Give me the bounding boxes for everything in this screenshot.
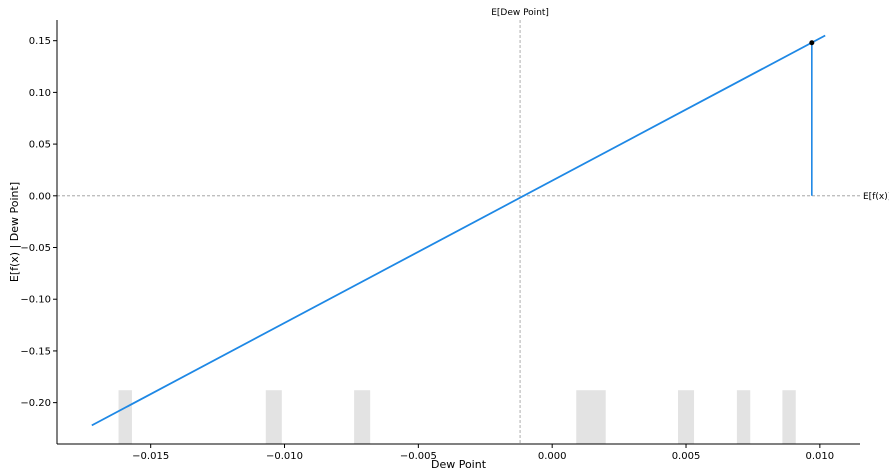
y-ticks: −0.20 −0.15 −0.10 −0.05 0.00 0.05 0.10 0.15 (20, 36, 57, 409)
y-tick-label: −0.05 (20, 243, 51, 254)
histogram-bar (782, 390, 796, 444)
histogram-bars (118, 390, 796, 444)
y-tick-label: −0.15 (20, 346, 51, 357)
expected-value-x-label: E[Dew Point] (491, 8, 549, 18)
x-tick-label: −0.010 (266, 451, 303, 462)
y-tick-label: 0.15 (29, 36, 51, 47)
y-tick-label: −0.20 (20, 398, 51, 409)
expected-value-y-label: E[f(x)] (863, 192, 889, 202)
histogram-bar (354, 390, 371, 444)
x-ticks: −0.015 −0.010 −0.005 0.000 0.005 0.010 (132, 444, 834, 462)
histogram-bar (118, 390, 132, 444)
histogram-bar (677, 390, 695, 444)
histogram-bar (576, 390, 606, 444)
x-tick-label: −0.015 (132, 451, 169, 462)
histogram-bar (265, 390, 282, 444)
x-tick-label: 0.000 (538, 451, 567, 462)
highlight-point (809, 40, 815, 46)
series-lines (91, 34, 826, 427)
x-tick-label: −0.005 (400, 451, 437, 462)
histogram-bar (736, 390, 751, 444)
y-tick-label: −0.10 (20, 295, 51, 306)
x-tick-label: 0.010 (806, 451, 835, 462)
y-tick-label: 0.00 (29, 191, 51, 202)
series-line (91, 34, 826, 427)
y-tick-label: 0.05 (29, 140, 51, 151)
x-tick-label: 0.005 (672, 451, 701, 462)
x-axis-label: Dew Point (431, 458, 487, 471)
y-tick-label: 0.10 (29, 88, 51, 99)
y-axis-label: E[f(x) | Dew Point] (8, 182, 21, 282)
